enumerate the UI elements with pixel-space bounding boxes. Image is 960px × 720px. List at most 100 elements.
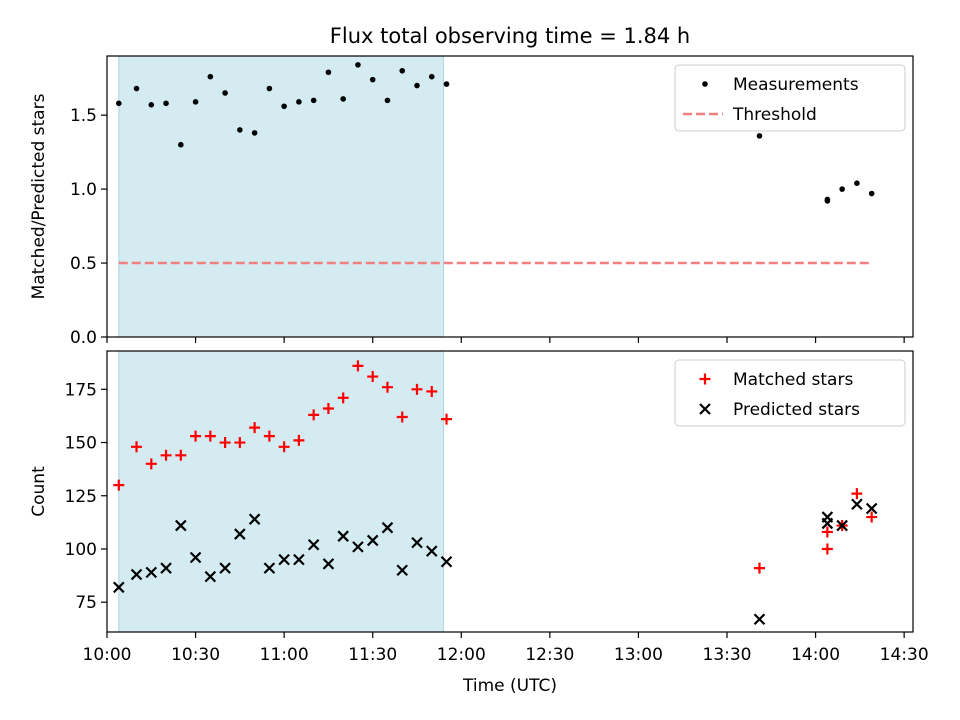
x-tick-label: 11:00 — [260, 645, 309, 665]
x-tick-label: 10:00 — [83, 645, 132, 665]
measurement-point — [355, 62, 361, 68]
y-tick-label: 1.5 — [70, 106, 97, 126]
matched-star-point — [219, 437, 231, 449]
axes-frame — [106, 350, 914, 633]
matched-star-point — [337, 392, 349, 404]
top-panel-ratio: 0.0 0.5 1.0 1.5 Matched/Predicted stars Measu… — [29, 55, 914, 348]
matched-star-point — [411, 383, 423, 395]
predicted-star-point — [219, 562, 231, 574]
predicted-star-point — [865, 502, 878, 515]
matched-star-point — [160, 449, 172, 461]
predicted-star-point — [381, 521, 394, 534]
predicted-star-point — [753, 613, 766, 626]
legend-box — [674, 64, 906, 132]
predicted-star-point — [425, 545, 438, 557]
measurement-point — [133, 85, 140, 92]
matched-star-point — [753, 562, 765, 574]
predicted-star-point — [307, 538, 320, 551]
matched-star-point — [293, 434, 305, 446]
matched-star-point — [396, 411, 408, 423]
predicted-star-point — [366, 534, 379, 547]
predicted-star-point — [130, 568, 143, 581]
predicted-star-point — [836, 519, 848, 532]
matched-star-point — [175, 449, 187, 461]
measurement-point — [310, 97, 317, 104]
predicted-star-point — [821, 517, 834, 530]
measurement-point — [148, 102, 155, 108]
predicted-star-point — [145, 566, 158, 579]
matched-star-point — [821, 526, 833, 538]
matched-star-point — [190, 430, 202, 442]
predicted-star-point — [248, 513, 261, 525]
matched-star-point — [381, 381, 393, 393]
y-tick-label: 125 — [65, 487, 97, 507]
predicted-star-point — [411, 536, 423, 549]
measurement-point — [178, 141, 184, 148]
legend-label: Matched stars — [733, 370, 853, 390]
matched-star-point — [851, 488, 863, 500]
matched-star-point — [249, 422, 261, 434]
y-axis-label: Count — [29, 466, 49, 517]
measurement-point — [443, 81, 450, 87]
x-tick-label: 13:00 — [614, 645, 663, 665]
measurement-point — [399, 67, 406, 74]
matched-star-point — [821, 543, 833, 555]
legend-marker-matched — [699, 373, 711, 385]
predicted-star-point — [293, 553, 305, 566]
measurement-point — [325, 69, 332, 76]
y-tick-label: 0.0 — [70, 328, 97, 348]
predicted-star-point — [113, 581, 125, 594]
predicted-star-point — [352, 541, 364, 553]
highlight-span — [118, 350, 445, 633]
matched-star-point — [278, 441, 290, 453]
axes-frame — [106, 55, 914, 338]
predicted-star-point — [337, 530, 349, 542]
matched-star-point — [367, 371, 379, 383]
x-tick-label: 12:30 — [525, 645, 574, 665]
predicted-star-point — [189, 551, 202, 564]
measurement-point — [266, 85, 273, 92]
legend-label: Threshold — [732, 105, 817, 125]
measurement-point — [222, 90, 228, 96]
matched-star-point — [322, 402, 334, 414]
x-tick-label: 10:30 — [171, 645, 220, 665]
predicted-star-point — [263, 562, 276, 574]
measurement-point — [192, 99, 199, 105]
predicted-star-point — [440, 555, 453, 568]
y-axis-label: Matched/Predicted stars — [29, 93, 49, 299]
measurement-point — [839, 186, 845, 192]
x-tick-label: 13:30 — [703, 645, 752, 665]
legend-marker-predicted — [699, 403, 711, 415]
measurement-point — [428, 73, 435, 80]
measurement-point — [868, 190, 875, 197]
x-tick-label: 12:00 — [437, 645, 486, 665]
measurement-point — [756, 133, 763, 139]
measurement-point — [824, 198, 831, 204]
measurement-point — [163, 100, 169, 107]
highlight-span — [118, 55, 445, 338]
x-axis-label: Time (UTC) — [462, 676, 557, 696]
y-tick-label: 175 — [65, 380, 97, 400]
predicted-star-point — [851, 498, 863, 511]
matched-star-point — [234, 437, 246, 449]
measurement-point — [237, 127, 243, 133]
y-tick-label: 75 — [75, 593, 97, 613]
legend-box — [674, 359, 906, 427]
matched-star-point — [204, 430, 216, 442]
predicted-star-point — [322, 558, 335, 570]
matched-star-point — [263, 430, 275, 442]
measurement-point — [414, 82, 420, 89]
x-tick-label: 14:30 — [880, 645, 929, 665]
legend-marker-measurements — [702, 81, 708, 87]
x-tick-label: 14:00 — [791, 645, 840, 665]
measurement-point — [296, 99, 302, 105]
measurement-point — [251, 130, 258, 136]
matched-star-point — [352, 360, 364, 372]
matched-star-point — [113, 479, 125, 491]
predicted-star-point — [234, 528, 246, 540]
predicted-star-point — [160, 562, 172, 574]
predicted-star-point — [175, 519, 187, 532]
matched-star-point — [866, 511, 878, 523]
predicted-star-point — [204, 570, 217, 583]
